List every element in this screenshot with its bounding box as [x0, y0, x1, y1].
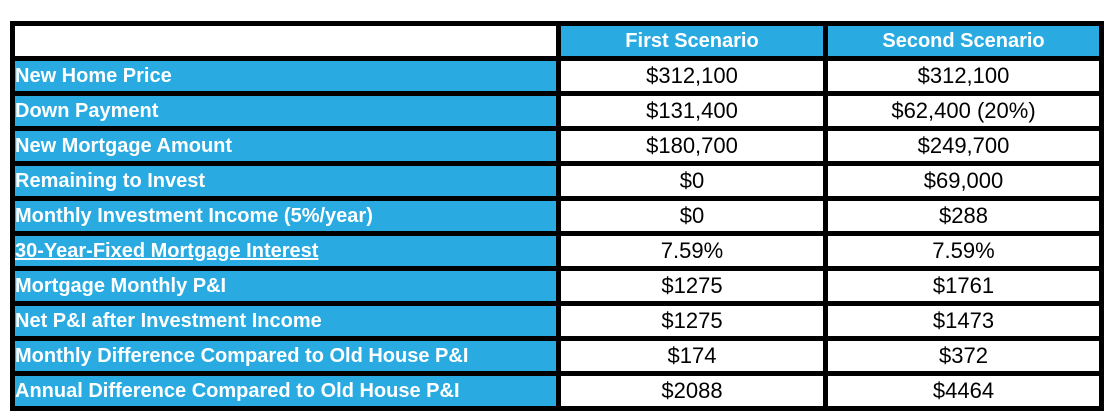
table-row: Monthly Difference Compared to Old House… — [10, 336, 1104, 376]
row-label-cell: Monthly Difference Compared to Old House… — [10, 336, 561, 376]
second-scenario-value-cell: 7.59% — [823, 231, 1104, 271]
first-scenario-value-cell: $312,100 — [556, 56, 828, 96]
column-header-second-scenario: Second Scenario — [823, 21, 1104, 61]
first-scenario-value-cell: $174 — [556, 336, 828, 376]
table-row: New Home Price $312,100 $312,100 — [10, 56, 1104, 96]
first-scenario-value-cell: $131,400 — [556, 91, 828, 131]
row-label: 30-Year-Fixed Mortgage Interest — [15, 239, 319, 262]
first-scenario-value-cell: $0 — [556, 196, 828, 236]
row-label: Mortgage Monthly P&I — [15, 274, 227, 297]
table-row: Net P&I after Investment Income $1275 $1… — [10, 301, 1104, 341]
second-scenario-value-cell: $249,700 — [823, 126, 1104, 166]
row-label: Down Payment — [15, 99, 159, 122]
table-row: Mortgage Monthly P&I $1275 $1761 — [10, 266, 1104, 306]
second-scenario-value-cell: $62,400 (20%) — [823, 91, 1104, 131]
row-label-cell: Down Payment — [10, 91, 561, 131]
row-label: Net P&I after Investment Income — [15, 309, 322, 332]
table-row: Down Payment $131,400 $62,400 (20%) — [10, 91, 1104, 131]
row-label: Remaining to Invest — [15, 169, 206, 192]
table-row: Annual Difference Compared to Old House … — [10, 371, 1104, 411]
second-scenario-value-cell: $69,000 — [823, 161, 1104, 201]
row-label-cell: Net P&I after Investment Income — [10, 301, 561, 341]
corner-spacer-cell — [10, 21, 561, 61]
column-header-first-scenario: First Scenario — [556, 21, 828, 61]
header-row: First Scenario Second Scenario — [10, 21, 1104, 61]
scenario-comparison-table-container: First Scenario Second Scenario New Home … — [10, 21, 1104, 411]
second-scenario-value-cell: $1761 — [823, 266, 1104, 306]
row-label: New Home Price — [15, 64, 172, 87]
first-scenario-value-cell: $2088 — [556, 371, 828, 411]
row-label-cell: Remaining to Invest — [10, 161, 561, 201]
second-scenario-value-cell: $1473 — [823, 301, 1104, 341]
row-label-cell: 30-Year-Fixed Mortgage Interest — [10, 231, 561, 271]
row-label-cell: Monthly Investment Income (5%/year) — [10, 196, 561, 236]
row-label-cell: New Home Price — [10, 56, 561, 96]
table-row: New Mortgage Amount $180,700 $249,700 — [10, 126, 1104, 166]
second-scenario-value-cell: $288 — [823, 196, 1104, 236]
second-scenario-value-cell: $4464 — [823, 371, 1104, 411]
first-scenario-value-cell: 7.59% — [556, 231, 828, 271]
row-label-cell: Mortgage Monthly P&I — [10, 266, 561, 306]
first-scenario-value-cell: $1275 — [556, 266, 828, 306]
first-scenario-value-cell: $1275 — [556, 301, 828, 341]
table-row: Monthly Investment Income (5%/year) $0 $… — [10, 196, 1104, 236]
scenario-comparison-table: First Scenario Second Scenario New Home … — [10, 21, 1104, 411]
row-label-cell: New Mortgage Amount — [10, 126, 561, 166]
row-label: Annual Difference Compared to Old House … — [15, 379, 460, 402]
row-label: New Mortgage Amount — [15, 134, 233, 157]
table-row: 30-Year-Fixed Mortgage Interest 7.59% 7.… — [10, 231, 1104, 271]
first-scenario-value-cell: $0 — [556, 161, 828, 201]
second-scenario-value-cell: $312,100 — [823, 56, 1104, 96]
row-label-cell: Annual Difference Compared to Old House … — [10, 371, 561, 411]
row-label: Monthly Difference Compared to Old House… — [15, 344, 469, 367]
table-row: Remaining to Invest $0 $69,000 — [10, 161, 1104, 201]
row-label: Monthly Investment Income (5%/year) — [15, 204, 373, 227]
first-scenario-value-cell: $180,700 — [556, 126, 828, 166]
second-scenario-value-cell: $372 — [823, 336, 1104, 376]
